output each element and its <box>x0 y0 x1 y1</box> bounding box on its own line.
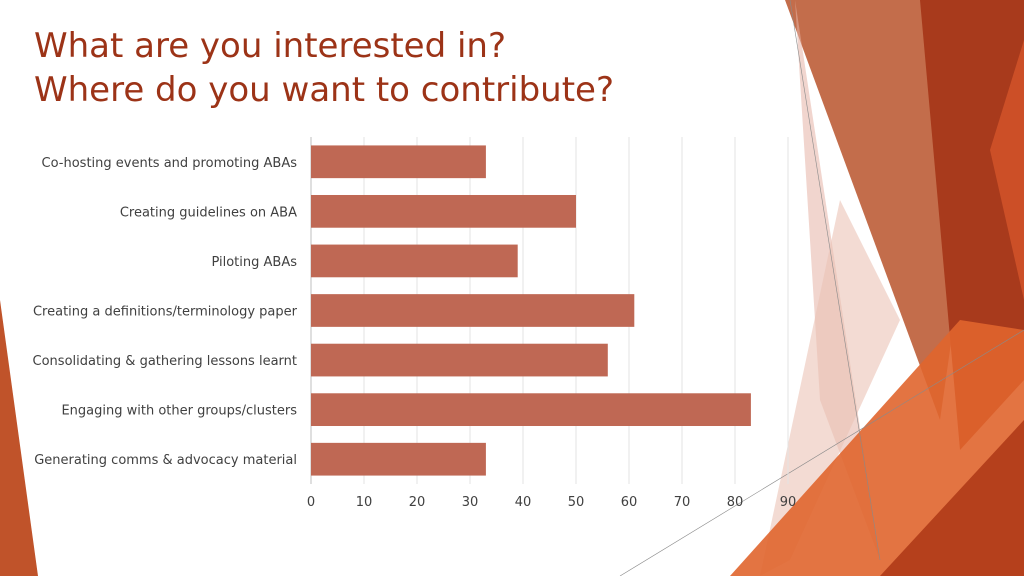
bar <box>311 393 751 427</box>
category-label: Piloting ABAs <box>211 255 297 270</box>
category-label: Creating guidelines on ABA <box>120 205 297 220</box>
x-tick-label: 60 <box>621 495 638 510</box>
category-label: Generating comms & advocacy material <box>34 453 297 468</box>
bar <box>311 442 486 476</box>
category-label: Co-hosting events and promoting ABAs <box>42 156 298 171</box>
bar <box>311 343 608 377</box>
x-tick-label: 50 <box>568 495 585 510</box>
bar <box>311 194 576 228</box>
deco-light-wedge <box>760 200 900 576</box>
bar <box>311 145 486 179</box>
x-tick-label: 20 <box>409 495 426 510</box>
deco-thin-line-2 <box>619 329 1024 576</box>
x-tick-label: 30 <box>462 495 479 510</box>
x-tick-label: 90 <box>780 495 797 510</box>
deco-right-strip <box>990 40 1024 300</box>
title-line-1: What are you interested in? <box>34 26 506 66</box>
deco-left-sliver <box>0 300 38 576</box>
bar <box>311 244 518 278</box>
category-label: Engaging with other groups/clusters <box>61 404 297 419</box>
x-tick-label: 80 <box>727 495 744 510</box>
category-label: Creating a definitions/terminology paper <box>33 305 298 320</box>
x-tick-label: 10 <box>356 495 373 510</box>
deco-thin-line-1 <box>789 0 881 561</box>
bar <box>311 294 635 327</box>
x-tick-label: 40 <box>515 495 532 510</box>
title-line-2: Where do you want to contribute? <box>34 70 615 110</box>
slide-title: What are you interested in? Where do you… <box>34 24 614 112</box>
category-label: Consolidating & gathering lessons learnt <box>33 354 297 369</box>
x-tick-label: 70 <box>674 495 691 510</box>
deco-mid-lower <box>880 420 1024 576</box>
x-tick-label: 0 <box>307 495 315 510</box>
